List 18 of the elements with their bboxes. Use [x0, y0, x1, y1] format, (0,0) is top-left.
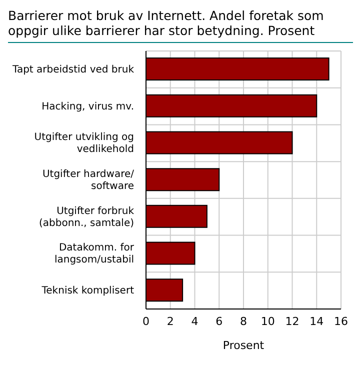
- chart-title: Barrierer mot bruk av Internett. Andel foretak som oppgir ulike barrierer har stor betydning. Prosent: [8, 8, 353, 43]
- x-axis-title: Prosent: [222, 339, 265, 352]
- y-tick-label: Datakomm. for langsom/ustabil: [54, 242, 135, 266]
- y-tick-label: Utgifter utvikling og vedlikehold: [34, 132, 134, 155]
- y-tick-label: Utgifter forbruk (abbonn., samtale): [38, 205, 134, 228]
- y-tick-label: Hacking, virus mv.: [42, 100, 134, 112]
- x-tick-label: 6: [216, 314, 223, 328]
- x-tick-label: 12: [285, 314, 300, 328]
- x-tick-label: 2: [166, 314, 174, 328]
- x-tick-label: 4: [191, 314, 198, 328]
- x-tick-label: 16: [334, 314, 348, 328]
- y-tick-label: Tapt arbeidstid ved bruk: [11, 64, 134, 75]
- y-tick-label: Teknisk komplisert: [40, 285, 134, 296]
- x-tick-label: 0: [142, 314, 150, 328]
- x-tick-label: 8: [240, 314, 247, 328]
- y-tick-label: Utgifter hardware/ software: [42, 168, 135, 192]
- x-tick-label: 10: [260, 314, 275, 328]
- x-tick-label: 14: [310, 314, 324, 328]
